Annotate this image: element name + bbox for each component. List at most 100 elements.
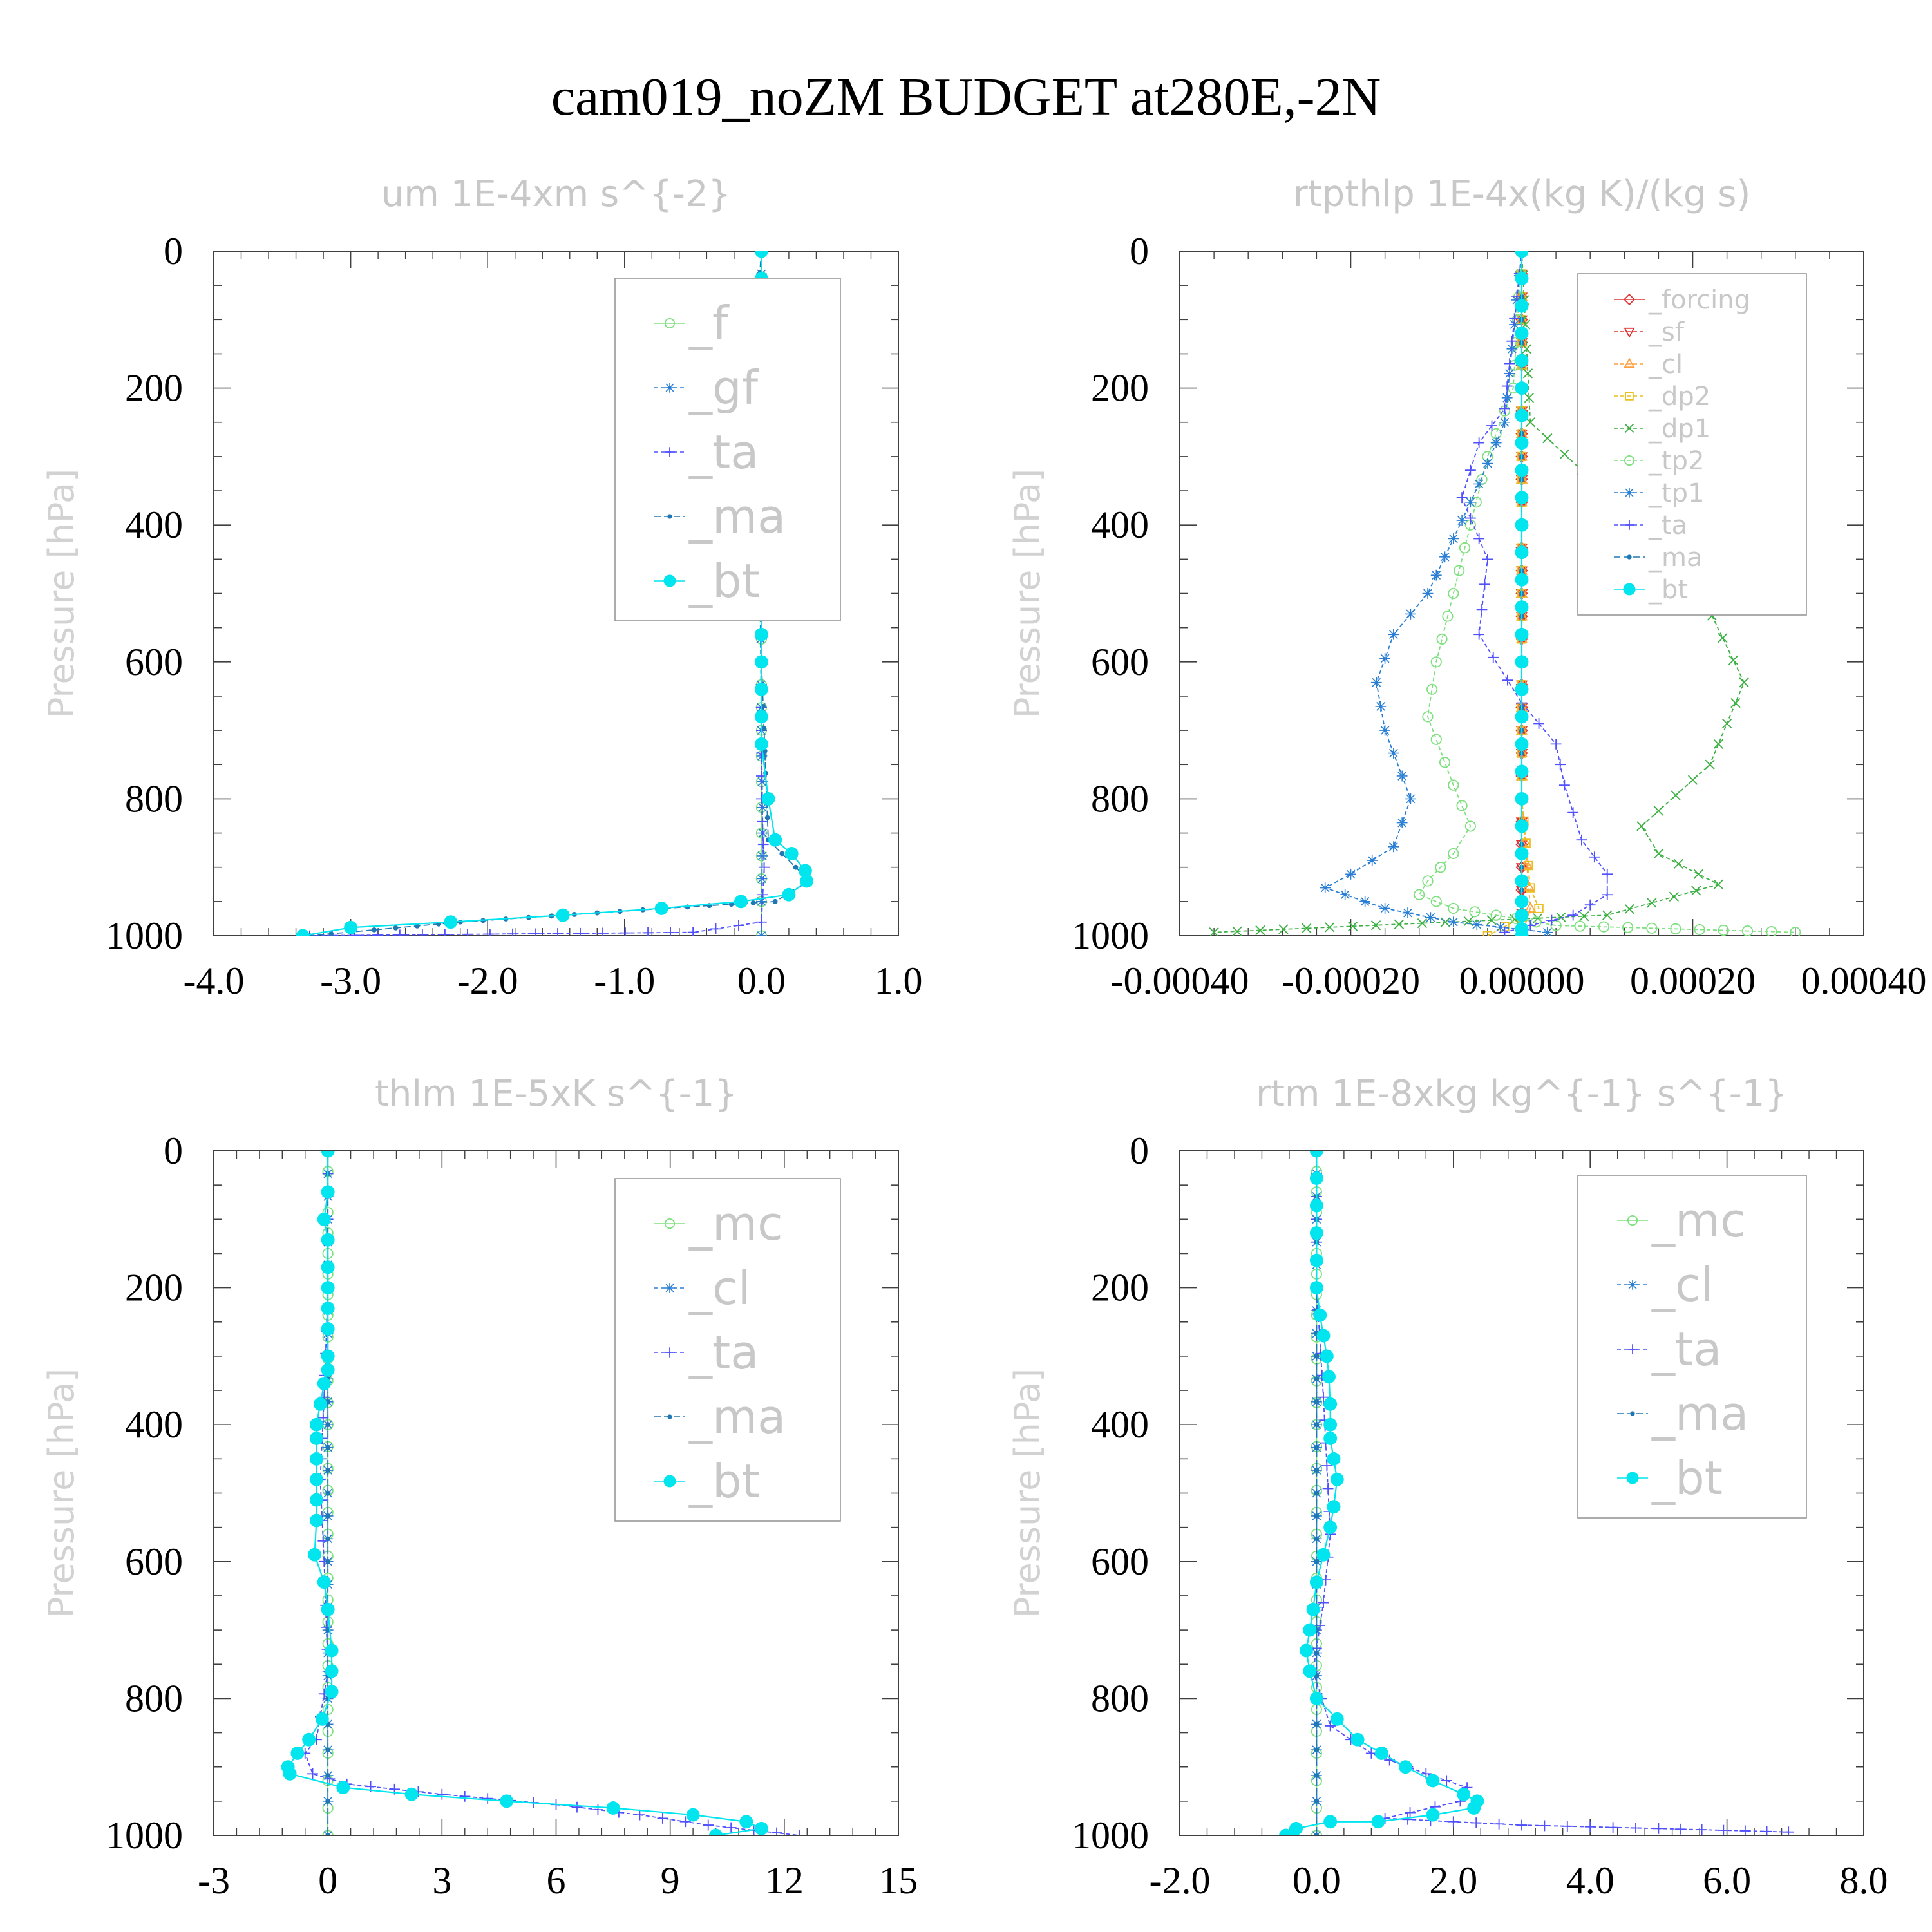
data-point [1495,922,1506,933]
data-point [642,927,654,936]
data-point [1471,919,1482,931]
legend: _mc _cl _ta _ma _bt [1577,1175,1807,1519]
data-point [1542,433,1553,444]
data-point [664,1218,676,1229]
data-point [757,816,768,828]
data-point [1388,748,1399,759]
data-point [1584,1821,1596,1833]
data-point [317,1212,331,1226]
legend-box [614,1178,841,1522]
legend-box [614,278,841,621]
legend: _forcing_sf _cl _dp2_dp1_tp2_tp1 _ta _ma_bt [1577,273,1807,616]
data-point [1314,1773,1320,1778]
data-point [1314,1798,1320,1804]
data-point [725,1822,737,1833]
data-point [1783,1826,1794,1835]
data-point [1300,1643,1313,1658]
data-point [1534,904,1544,913]
data-point [1425,912,1436,923]
data-point [336,1781,350,1795]
x-tick-label: -0.00020 [1282,960,1420,1002]
legend-item: _ta [654,425,759,479]
data-point [794,1830,805,1835]
data-point [304,930,316,936]
x-tick-label: 0.00000 [1459,960,1585,1002]
data-point [1624,488,1634,498]
data-point [1394,919,1405,929]
data-point [1388,841,1399,853]
data-point [1670,923,1681,934]
data-point [1486,915,1497,925]
x-tick-label: -2.0 [1150,1859,1211,1902]
data-point [1499,403,1510,414]
data-point [1309,1253,1323,1267]
data-point [1309,1198,1323,1213]
data-point [1470,1817,1482,1828]
data-point [325,1685,339,1699]
data-point [1314,1558,1320,1564]
data-point [757,802,768,813]
data-point [1567,909,1579,921]
data-point [1766,926,1777,936]
data-point [1464,820,1476,832]
data-point [663,574,676,587]
data-point [657,1813,668,1824]
data-point [750,900,756,905]
data-point [687,927,699,936]
data-point [754,710,768,724]
data-point [1761,1826,1772,1835]
data-point [500,1794,514,1808]
data-point [1691,886,1701,896]
y-tick-label: 1000 [106,1814,183,1857]
data-point [1515,627,1529,641]
data-point [1464,464,1476,476]
data-point [1323,1432,1338,1445]
legend-item: _ta [1617,1322,1721,1376]
data-point [772,898,778,904]
data-point [1309,1226,1323,1240]
y-tick-label: 200 [1091,1267,1149,1309]
legend-label: _bt [688,1454,760,1508]
data-point [1490,437,1502,449]
data-point [1624,455,1635,466]
data-point [1718,1824,1729,1835]
data-point [325,1798,331,1804]
data-point [1345,868,1356,880]
data-point [1350,1732,1365,1747]
data-point [1521,344,1532,354]
data-point [1653,848,1664,859]
data-point [556,908,570,922]
data-point [1320,1349,1334,1363]
data-point [1490,909,1502,921]
plot-area [281,1151,805,1835]
data-point [1506,336,1518,347]
data-point [1504,358,1515,370]
data-point [1622,922,1634,933]
data-point [1379,903,1390,914]
data-point [459,1791,471,1802]
y-axis-label: Pressure [hPa] [1007,469,1048,718]
data-point [1314,1747,1320,1753]
data-point [1399,1760,1412,1774]
data-point [484,929,496,936]
data-point [317,1376,331,1390]
data-point [1314,1650,1320,1656]
data-point [1473,533,1485,544]
data-point [321,1151,335,1158]
data-point [1502,674,1513,686]
data-point [1546,914,1557,926]
plot-area [1279,1151,1794,1835]
data-point [1323,1520,1338,1535]
data-point [317,1412,329,1423]
x-tick-label: -4.0 [184,960,245,1002]
data-point [462,929,473,936]
legend-item: _ta [654,1325,759,1379]
data-point [634,1809,645,1821]
legend-item: _ma [1614,543,1702,573]
data-point [665,1283,675,1293]
data-point [768,833,782,847]
data-point [439,929,451,936]
data-point [1316,1548,1331,1562]
data-point [310,1432,323,1445]
